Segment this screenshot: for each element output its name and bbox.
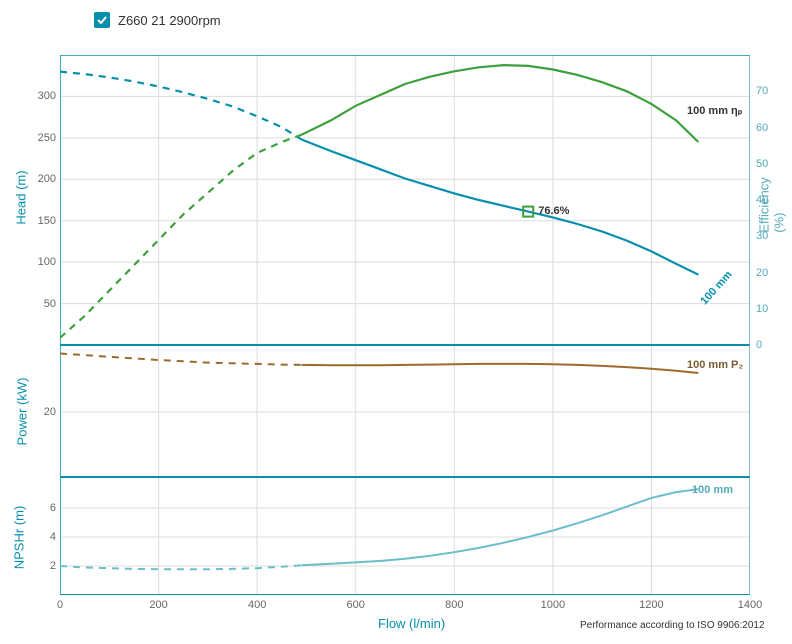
tick-label: 800: [445, 599, 463, 611]
duty-point-label: 76.6%: [538, 205, 569, 217]
tick-label: 6: [26, 502, 56, 514]
tick-label: 20: [756, 267, 768, 279]
power-curve-label: 100 mm P₂: [687, 359, 743, 371]
footer-note: Performance according to ISO 9906:2012: [580, 620, 765, 631]
tick-label: 300: [26, 90, 56, 102]
checkbox-icon[interactable]: [94, 12, 110, 28]
tick-label: 60: [756, 122, 768, 134]
tick-label: 150: [26, 215, 56, 227]
flow-axis-label: Flow (l/min): [378, 616, 445, 631]
tick-label: 70: [756, 85, 768, 97]
tick-label: 0: [57, 599, 63, 611]
tick-label: 0: [756, 339, 762, 351]
tick-label: 100: [26, 256, 56, 268]
legend-label: Z660 21 2900rpm: [118, 13, 221, 28]
tick-label: 50: [26, 298, 56, 310]
tick-label: 200: [149, 599, 167, 611]
tick-label: 50: [756, 158, 768, 170]
efficiency-curve-label: 100 mm ηₚ: [687, 104, 742, 117]
tick-label: 1200: [639, 599, 663, 611]
tick-label: 20: [26, 406, 56, 418]
tick-label: 40: [756, 194, 768, 206]
tick-label: 30: [756, 230, 768, 242]
pump-curve-chart: [60, 55, 750, 595]
tick-label: 400: [248, 599, 266, 611]
npshr-curve-label: 100 mm: [692, 484, 733, 496]
tick-label: 600: [347, 599, 365, 611]
tick-label: 200: [26, 173, 56, 185]
tick-label: 4: [26, 531, 56, 543]
tick-label: 10: [756, 303, 768, 315]
tick-label: 1000: [541, 599, 565, 611]
npshr-axis-label: NPSHr (m): [11, 506, 26, 570]
legend[interactable]: Z660 21 2900rpm: [94, 12, 221, 28]
tick-label: 250: [26, 132, 56, 144]
tick-label: 1400: [738, 599, 762, 611]
tick-label: 2: [26, 560, 56, 572]
